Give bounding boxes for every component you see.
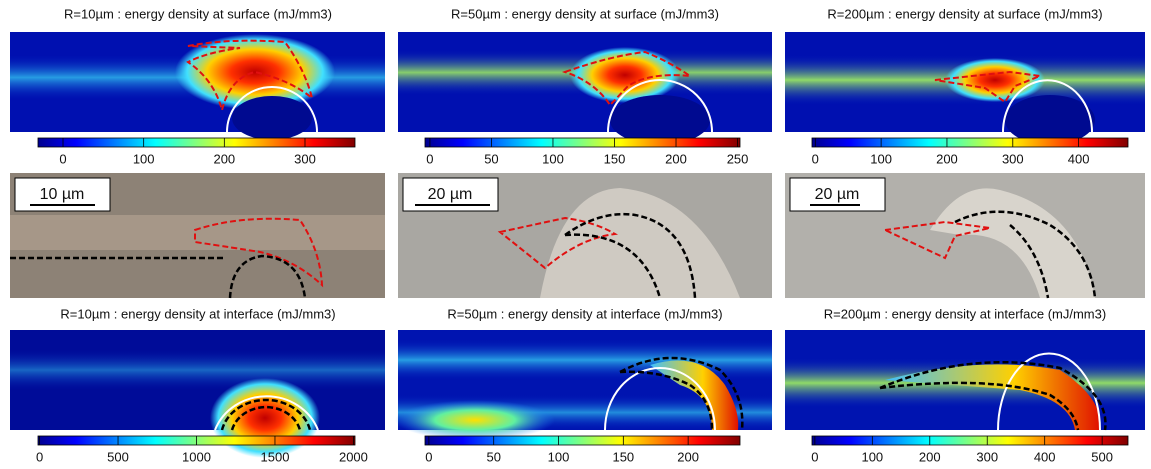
colorbar-tick-label: 200 bbox=[677, 449, 699, 464]
colorbar-tick-label: 300 bbox=[294, 151, 316, 166]
colorbar-tick-label: 250 bbox=[727, 151, 749, 166]
scale-bar-label: 10 µm bbox=[40, 186, 85, 203]
colorbar-tick-label: 500 bbox=[107, 449, 129, 464]
micrograph bbox=[785, 173, 1145, 299]
colorbar-tick-label: 2000 bbox=[339, 449, 368, 464]
colorbar-tick-label: 0 bbox=[812, 151, 819, 166]
heatmap bbox=[10, 32, 385, 140]
colorbar-tick-label: 100 bbox=[870, 151, 892, 166]
colorbar-tick-label: 200 bbox=[665, 151, 687, 166]
colorbar-tick-label: 200 bbox=[919, 449, 941, 464]
colorbar bbox=[811, 435, 1129, 446]
panel-title: R=50µm : energy density at surface (mJ/m… bbox=[451, 6, 719, 21]
heatmap bbox=[398, 32, 772, 145]
panel-title: R=200µm : energy density at surface (mJ/… bbox=[827, 6, 1102, 21]
heatmap bbox=[395, 330, 772, 440]
colorbar-tick-label: 300 bbox=[976, 449, 998, 464]
colorbar-tick-label: 400 bbox=[1068, 151, 1090, 166]
colorbar-tick-label: 100 bbox=[861, 449, 883, 464]
colorbar-tick-label: 50 bbox=[486, 449, 500, 464]
colorbar bbox=[37, 137, 356, 148]
heatmap bbox=[10, 330, 385, 458]
panel-title: R=10µm : energy density at surface (mJ/m… bbox=[64, 6, 332, 21]
scale-bar-label: 20 µm bbox=[815, 186, 860, 203]
colorbar-tick-label: 150 bbox=[612, 449, 634, 464]
colorbar-tick-label: 0 bbox=[59, 151, 66, 166]
colorbar-tick-label: 300 bbox=[1002, 151, 1024, 166]
colorbar bbox=[424, 435, 741, 446]
colorbar-tick-label: 1500 bbox=[261, 449, 290, 464]
colorbar-tick-label: 150 bbox=[604, 151, 626, 166]
colorbar-tick-label: 500 bbox=[1091, 449, 1113, 464]
colorbar bbox=[811, 137, 1129, 148]
colorbar-tick-label: 100 bbox=[542, 151, 564, 166]
colorbar-tick-label: 0 bbox=[426, 151, 433, 166]
colorbar-tick-label: 0 bbox=[36, 449, 43, 464]
panel-title: R=10µm : energy density at interface (mJ… bbox=[60, 306, 335, 321]
colorbar bbox=[424, 137, 741, 148]
colorbar-tick-label: 1000 bbox=[182, 449, 211, 464]
colorbar-tick-label: 50 bbox=[484, 151, 498, 166]
colorbar-tick-label: 200 bbox=[213, 151, 235, 166]
panel-title: R=50µm : energy density at interface (mJ… bbox=[447, 306, 722, 321]
colorbar-tick-label: 100 bbox=[133, 151, 155, 166]
colorbar-tick-label: 200 bbox=[936, 151, 958, 166]
micrograph bbox=[398, 173, 772, 299]
colorbar-tick-label: 400 bbox=[1034, 449, 1056, 464]
scale-bar-label: 20 µm bbox=[428, 186, 473, 203]
panel-title: R=200µm : energy density at interface (m… bbox=[824, 306, 1106, 321]
colorbar-tick-label: 0 bbox=[425, 449, 432, 464]
micrograph bbox=[10, 173, 385, 299]
colorbar-tick-label: 100 bbox=[548, 449, 570, 464]
heatmap bbox=[785, 32, 1145, 145]
heatmap bbox=[785, 330, 1145, 431]
colorbar-tick-label: 0 bbox=[811, 449, 818, 464]
